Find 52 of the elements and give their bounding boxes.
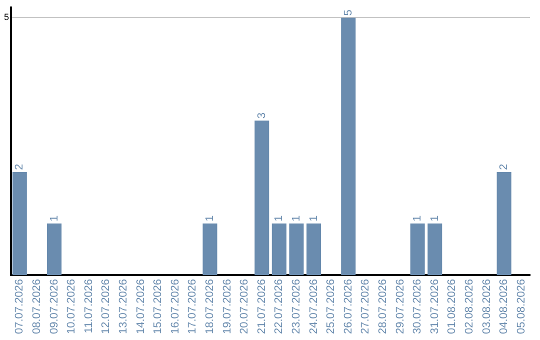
x-tick-label: 07.07.2026 (14, 278, 26, 334)
x-tick-label: 15.07.2026 (152, 278, 164, 334)
data-label: 1 (273, 215, 286, 222)
x-tick-label: 21.07.2026 (256, 278, 268, 334)
x-tick-label: 27.07.2026 (360, 278, 372, 334)
data-label: 1 (290, 215, 302, 222)
x-tick-label: 28.07.2026 (376, 278, 389, 334)
bar (272, 223, 286, 275)
bar (254, 120, 270, 275)
x-tick-label: 09.07.2026 (48, 278, 60, 334)
x-tick-label: 20.07.2026 (238, 278, 251, 334)
x-tick-label: 12.07.2026 (100, 278, 112, 334)
x-tick-label: 22.07.2026 (273, 278, 286, 334)
x-tick-label: 26.07.2026 (342, 278, 354, 334)
x-tick-label: 03.08.2026 (480, 278, 493, 334)
data-label: 1 (204, 215, 216, 222)
x-tick-label: 17.07.2026 (186, 278, 199, 334)
x-tick-label: 08.07.2026 (30, 278, 43, 334)
data-label: 5 (342, 10, 354, 16)
x-tick-label: 24.07.2026 (308, 278, 320, 334)
bar (12, 172, 27, 275)
x-tick-label: 16.07.2026 (169, 278, 182, 334)
x-tick-label: 05.08.2026 (515, 278, 528, 334)
bar (202, 223, 218, 275)
x-tick-label: 31.07.2026 (428, 278, 441, 334)
bar (496, 172, 512, 275)
bar (410, 223, 425, 275)
x-tick-label: 02.08.2026 (463, 278, 476, 334)
x-tick-label: 14.07.2026 (134, 278, 147, 334)
x-tick-label: 19.07.2026 (221, 278, 234, 334)
bar (46, 223, 62, 275)
data-label: 3 (256, 112, 268, 119)
bar (306, 223, 322, 275)
x-tick-label: 13.07.2026 (117, 278, 130, 334)
bar (341, 18, 356, 275)
x-tick-label: 10.07.2026 (66, 278, 78, 334)
data-label: 2 (14, 164, 26, 170)
x-tick-label: 01.08.2026 (446, 278, 458, 334)
data-label: 1 (428, 215, 441, 222)
x-tick-label: 18.07.2026 (204, 278, 216, 334)
x-tick-label: 29.07.2026 (394, 278, 406, 334)
bar (428, 223, 442, 275)
bar (289, 223, 304, 275)
x-tick-label: 11.07.2026 (82, 278, 95, 334)
x-tick-label: 30.07.2026 (412, 278, 424, 334)
x-tick-label: 23.07.2026 (290, 278, 302, 334)
data-label: 2 (498, 164, 510, 170)
x-tick-label: 04.08.2026 (498, 278, 510, 334)
x-tick-label: 25.07.2026 (325, 278, 338, 334)
data-label: 1 (412, 215, 424, 222)
data-label: 1 (308, 215, 320, 222)
data-label: 1 (48, 215, 60, 222)
